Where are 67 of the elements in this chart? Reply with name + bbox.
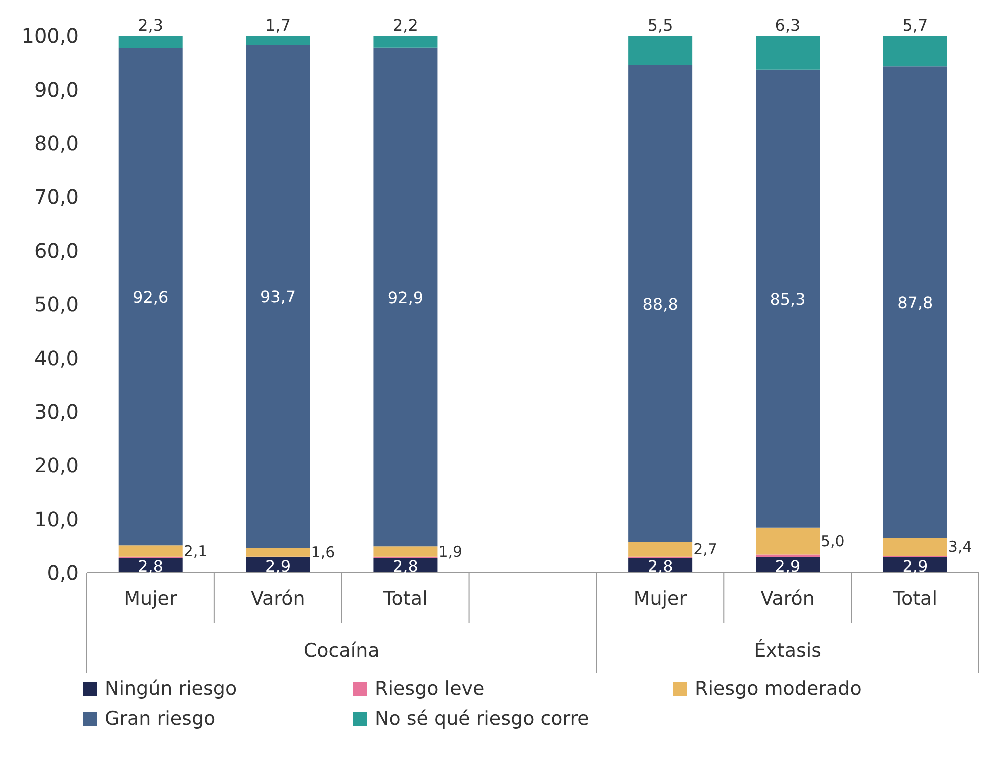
bar (118, 36, 183, 48)
text: Éxtasis (754, 639, 822, 662)
x-tick-label: Mujer (634, 588, 688, 610)
bar (756, 554, 820, 558)
y-tick-label: 70,0 (34, 185, 79, 210)
data-label: 88,8 (642, 294, 678, 314)
x-tick-label: Mujer (124, 588, 178, 610)
y-tick-label: 100,0 (22, 24, 79, 48)
y-tick-label: 90,0 (34, 78, 79, 102)
data-label: 5,0 (821, 532, 845, 550)
y-tick-label: 80,0 (34, 132, 79, 156)
text: Cocaína (304, 640, 380, 662)
legend-label: Riesgo moderado (695, 678, 862, 700)
data-label: 92,9 (388, 288, 424, 308)
data-label: 2,3 (138, 16, 164, 35)
data-label: 2,9 (902, 557, 928, 576)
data-label: 2,8 (648, 557, 674, 576)
data-label: 2,9 (775, 557, 801, 576)
y-tick-label: 40,0 (34, 346, 79, 370)
data-label: 2,8 (392, 557, 418, 576)
bar (756, 528, 820, 555)
x-tick-label: Varón (760, 588, 815, 610)
bar (374, 546, 438, 557)
data-label: 1,9 (438, 542, 463, 561)
data-label: 93,7 (260, 288, 296, 307)
bar (246, 36, 310, 46)
data-label: 2,2 (392, 16, 418, 35)
data-label: 2,7 (694, 540, 718, 559)
bar (118, 48, 183, 546)
legend-label: Gran riesgo (105, 708, 216, 730)
bar (374, 48, 438, 547)
y-tick-label: 30,0 (34, 400, 79, 424)
bar (628, 542, 693, 557)
legend-label: Ningún riesgo (105, 678, 238, 700)
data-label: 6,3 (775, 16, 801, 35)
bar (246, 548, 310, 557)
x-tick-label: Varón (251, 588, 306, 610)
y-tick-label: 50,0 (34, 292, 79, 317)
data-label: 92,6 (133, 288, 169, 307)
y-tick-label: 0,0 (47, 561, 79, 586)
y-tick-label: 60,0 (34, 238, 79, 263)
data-label: 5,7 (902, 16, 928, 35)
x-tick-label: Total (892, 588, 938, 610)
bar (246, 45, 310, 548)
y-tick-label: 10,0 (34, 507, 79, 532)
y-tick-label: 20,0 (34, 454, 79, 478)
bar (883, 538, 948, 556)
data-label: 3,4 (948, 538, 972, 556)
bar (883, 36, 948, 67)
bar (628, 66, 693, 542)
data-label: 2,9 (266, 557, 292, 576)
bar (756, 70, 820, 528)
legend-label: Riesgo leve (375, 678, 485, 700)
data-label: 87,8 (898, 293, 934, 312)
x-tick-label: Total (382, 588, 428, 610)
data-label: 1,6 (311, 544, 336, 562)
legend-label: No sé qué riesgo corre (375, 708, 590, 730)
bar (118, 546, 183, 557)
data-label: 2,1 (184, 542, 208, 560)
bar (756, 36, 820, 70)
bar (374, 36, 438, 48)
data-label: 85,3 (770, 290, 806, 309)
data-label: 2,8 (138, 557, 164, 576)
data-label: 5,5 (648, 16, 674, 35)
bar (628, 36, 693, 66)
bar (883, 66, 948, 538)
data-label: 1,7 (266, 16, 292, 35)
